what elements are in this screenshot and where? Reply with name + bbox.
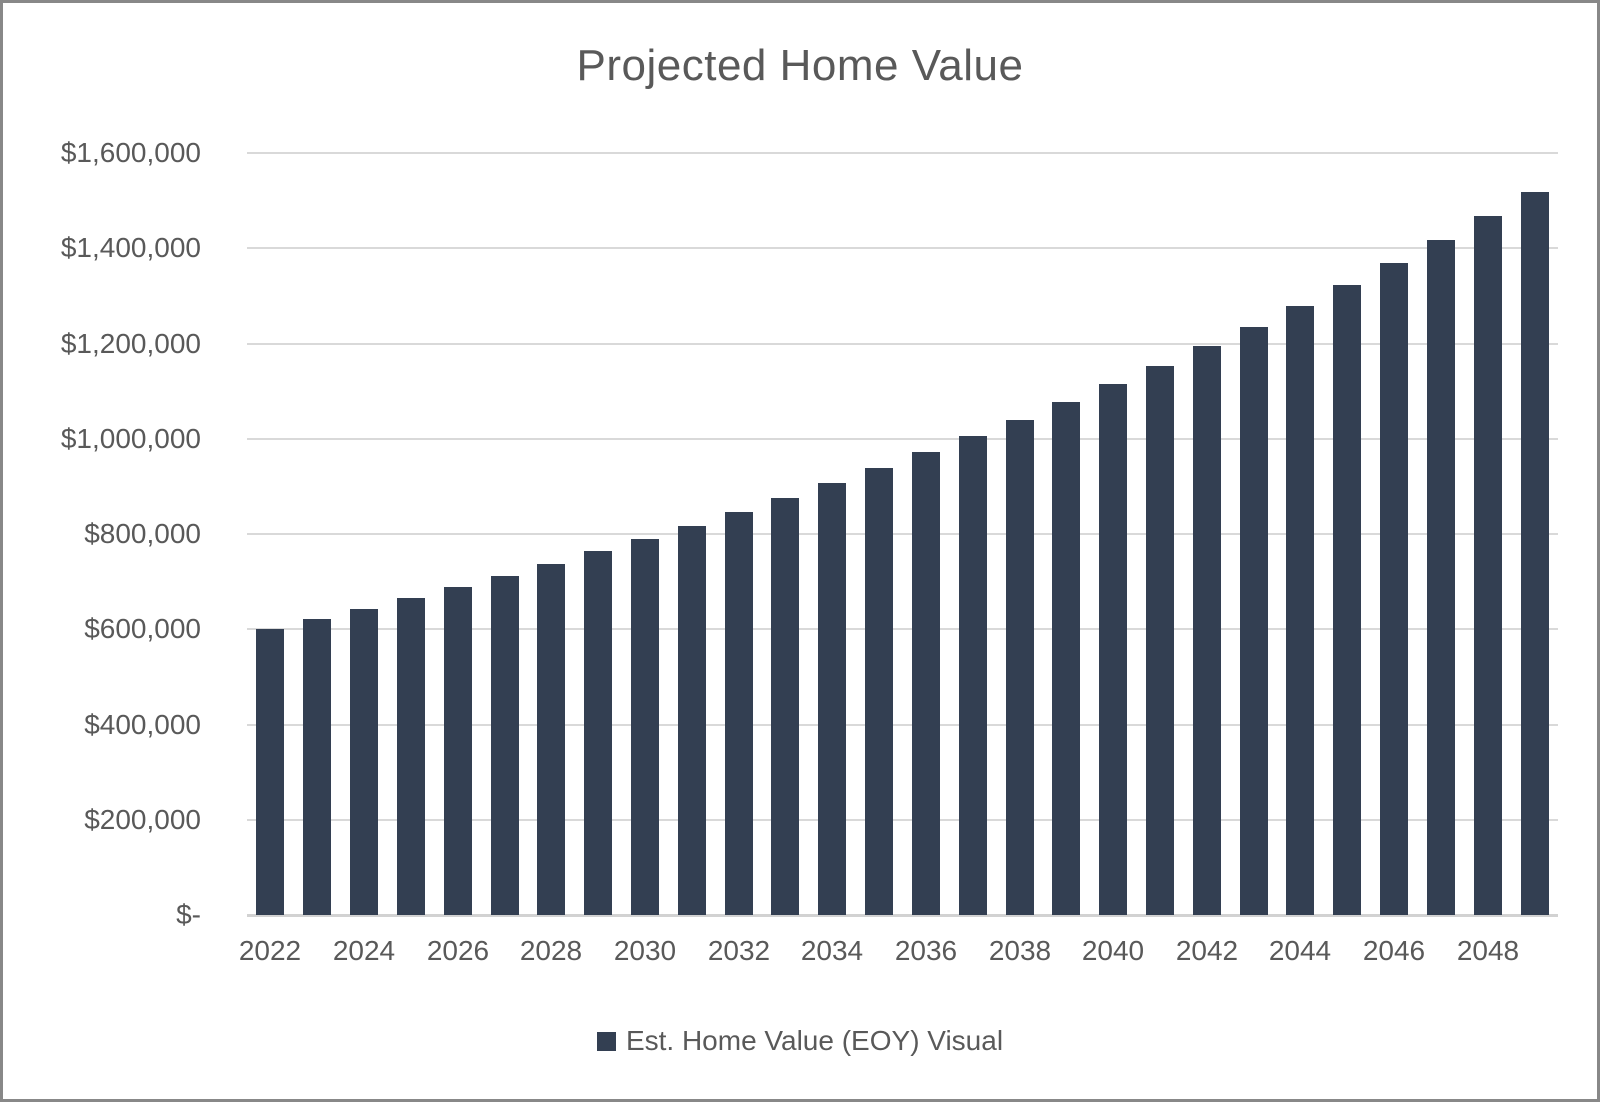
x-axis-tick-label: 2048 <box>1456 935 1520 966</box>
y-axis-tick-label: $1,400,000 <box>60 232 201 264</box>
bar-2049 <box>1521 192 1549 915</box>
bar-2040 <box>1099 384 1127 915</box>
bar-2037 <box>959 436 987 915</box>
y-axis-tick-label: $200,000 <box>84 803 201 835</box>
x-axis-tick-label: 2034 <box>800 935 864 966</box>
x-axis-tick-label: 2032 <box>707 935 771 966</box>
bar-2043 <box>1240 327 1268 915</box>
bar-2022 <box>256 629 284 915</box>
bar-2036 <box>912 452 940 915</box>
y-axis-tick-label: $1,000,000 <box>60 422 201 454</box>
legend-swatch-icon <box>596 1031 616 1051</box>
bar-2042 <box>1193 346 1221 915</box>
legend-label: Est. Home Value (EOY) Visual <box>625 1025 1004 1056</box>
bar-2025 <box>397 598 425 915</box>
bar-2024 <box>350 609 378 915</box>
bar-2033 <box>771 498 799 915</box>
plot-area <box>247 152 1558 917</box>
x-axis-tick-label: 2042 <box>1175 935 1239 966</box>
y-axis-tick-label: $600,000 <box>84 613 201 645</box>
x-axis-tick-label: 2030 <box>613 935 677 966</box>
x-axis-tick-label: 2022 <box>238 935 302 966</box>
legend: Est. Home Value (EOY) Visual <box>3 1025 1597 1057</box>
x-axis: 2022 2024 2026 2028 2030 2032 2034 2036 2038 2040… <box>239 933 1558 977</box>
bar-2030 <box>631 539 659 915</box>
x-axis-tick-label: 2040 <box>1081 935 1145 966</box>
bar-2026 <box>444 587 472 915</box>
gridline <box>247 247 1558 250</box>
bar-2023 <box>303 619 331 915</box>
bar-2034 <box>818 483 846 915</box>
bar-2029 <box>584 551 612 915</box>
y-axis-tick-label: $1,200,000 <box>60 327 201 359</box>
bar-2044 <box>1286 306 1314 915</box>
x-axis-line <box>247 914 1558 917</box>
x-axis-tick-label: 2028 <box>519 935 583 966</box>
bar-2028 <box>537 564 565 915</box>
gridline <box>247 818 1558 821</box>
gridline <box>247 723 1558 726</box>
x-axis-tick-label: 2024 <box>332 935 396 966</box>
chart-title: Projected Home Value <box>576 41 1024 90</box>
x-axis-tick-label: 2044 <box>1268 935 1332 966</box>
gridline <box>247 152 1558 154</box>
y-axis-tick-label: $800,000 <box>84 518 201 549</box>
y-axis-tick-label: $400,000 <box>84 708 201 740</box>
x-axis-tick-label: 2038 <box>988 935 1052 966</box>
gridline <box>247 437 1558 440</box>
bar-2027 <box>491 576 519 915</box>
bar-2032 <box>725 512 753 915</box>
y-axis-tick-label: $1,600,000 <box>60 137 201 168</box>
bar-2046 <box>1380 263 1408 915</box>
gridline <box>247 628 1558 631</box>
bar-2047 <box>1427 240 1455 915</box>
bar-2039 <box>1052 402 1080 915</box>
bar-2048 <box>1474 216 1502 915</box>
x-axis-tick-label: 2046 <box>1362 935 1426 966</box>
x-axis-tick-label: 2026 <box>426 935 490 966</box>
y-axis: $- $200,000 $400,000 $600,000 $800,000 $1,000… <box>3 137 201 930</box>
x-axis-tick-label: 2036 <box>894 935 958 966</box>
gridline <box>247 342 1558 345</box>
bar-2041 <box>1146 366 1174 915</box>
bar-2035 <box>865 468 893 915</box>
y-axis-tick-label: $- <box>176 899 201 930</box>
gridline <box>247 533 1558 535</box>
bar-2045 <box>1333 285 1361 915</box>
bar-2038 <box>1006 420 1034 915</box>
bar-2031 <box>678 526 706 915</box>
